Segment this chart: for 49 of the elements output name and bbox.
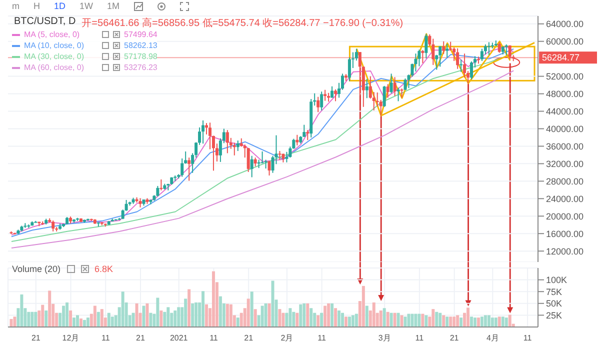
- x-tick-label: 11: [318, 334, 327, 343]
- y-tick-label: 75K: [546, 286, 562, 297]
- y-tick-label: 60000.00: [546, 36, 584, 47]
- y-tick-label: 52000.00: [546, 71, 584, 82]
- text: 1W: [80, 1, 94, 11]
- x-tick-label: 2021: [170, 334, 188, 343]
- x-tick-label: 2月: [280, 334, 294, 343]
- annotation: 6.8K: [94, 264, 114, 274]
- x-tick-label: 11: [210, 334, 218, 343]
- x-tick-label: 11: [523, 334, 532, 343]
- annotation: 58262.13: [124, 41, 158, 50]
- chart-title: Volume (20): [12, 264, 61, 274]
- text: 1D: [54, 1, 66, 11]
- y-tick-label: 16000.00: [546, 228, 584, 239]
- x-tick-label: 11: [415, 334, 424, 343]
- legend-label: MA (30, close, 0): [24, 52, 86, 61]
- annotation: 57499.64: [124, 30, 158, 39]
- legend-label: MA (10, close, 0): [24, 41, 86, 50]
- x-tick-label: 12月: [62, 334, 80, 343]
- x-tick-label: 21: [31, 334, 41, 343]
- y-tick-label: 100K: [546, 274, 568, 285]
- y-tick-label: 64000.00: [546, 19, 584, 30]
- annotation: 53276.23: [124, 63, 158, 72]
- chart-title: BTC/USDT, D: [14, 16, 76, 29]
- x-tick-label: 3月: [378, 334, 391, 343]
- y-tick-label: 44000.00: [546, 106, 584, 116]
- y-tick-label: 20000.00: [546, 211, 584, 222]
- y-tick-label: 40000.00: [546, 124, 584, 134]
- y-tick-label: 25K: [546, 310, 562, 320]
- x-tick-label: 11: [101, 334, 110, 343]
- annotation: 开=56461.66 高=56856.95 低=55475.74 收=56284.77 −176.90 (−0.31%): [82, 16, 404, 30]
- y-tick-label: 32000.00: [546, 158, 584, 169]
- x-tick-label: 4月: [486, 334, 499, 343]
- legend-label: MA (5, close, 0): [24, 30, 81, 39]
- y-tick-label: 24000.00: [546, 194, 584, 204]
- y-tick-label: 50K: [546, 298, 562, 309]
- x-tick-label: 21: [450, 334, 460, 343]
- y-tick-label: 12000.00: [546, 246, 584, 256]
- text: H: [34, 1, 40, 11]
- text: 1M: [107, 1, 120, 11]
- ref-line-label: 56284.77: [542, 52, 580, 63]
- x-tick-label: 21: [244, 334, 254, 343]
- y-tick-label: 48000.00: [546, 88, 584, 99]
- y-tick-label: 28000.00: [546, 176, 584, 186]
- x-tick-label: 21: [136, 334, 146, 343]
- y-tick-label: 36000.00: [546, 141, 584, 152]
- text: m: [12, 1, 20, 11]
- annotation: 57178.98: [124, 52, 158, 61]
- legend-label: MA (60, close, 0): [24, 63, 86, 72]
